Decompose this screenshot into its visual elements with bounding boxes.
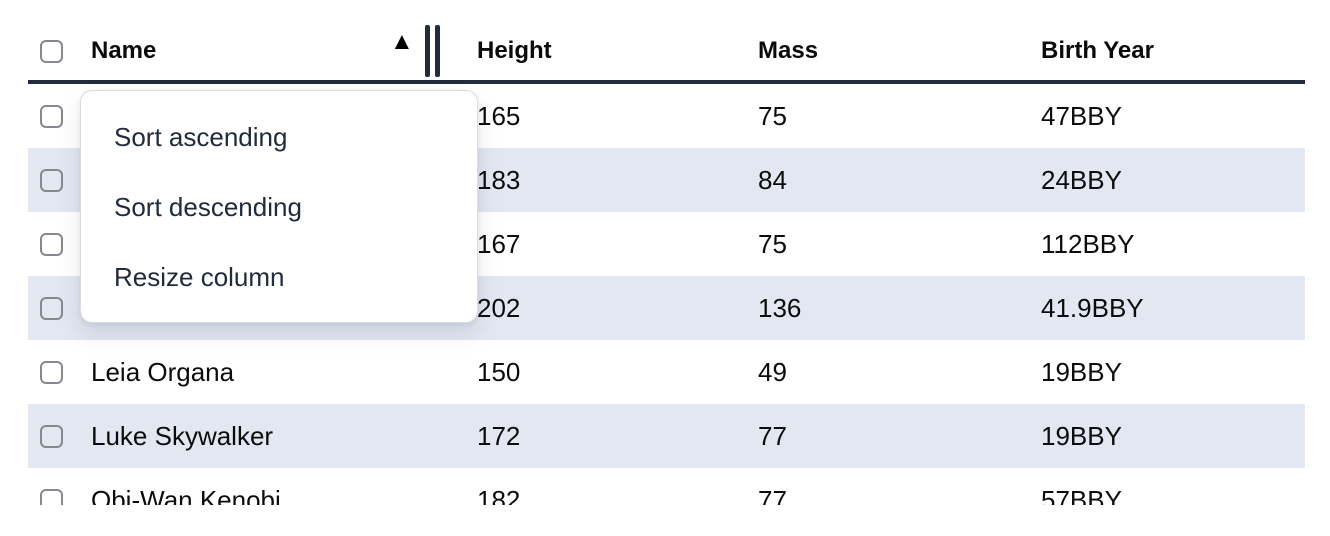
- row-checkbox[interactable]: [40, 168, 63, 192]
- column-header-name[interactable]: Name: [91, 37, 157, 64]
- table-header-row: Name Height Mass Birth Year ▲: [28, 0, 1305, 84]
- cell-height: 172: [477, 420, 521, 451]
- cell-mass: 75: [758, 228, 787, 259]
- menu-item-sort-descending[interactable]: Sort descending: [114, 191, 302, 222]
- cell-height: 182: [477, 484, 521, 506]
- menu-item-sort-ascending[interactable]: Sort ascending: [114, 121, 288, 152]
- cell-mass: 49: [758, 356, 787, 387]
- table-row: Obi-Wan Kenobi 182 77 57BBY: [28, 468, 1305, 505]
- header-select-cell: [28, 39, 79, 63]
- cell-height: 165: [477, 100, 521, 131]
- cell-name: Leia Organa: [91, 356, 235, 387]
- cell-birth-year: 47BBY: [1041, 100, 1122, 131]
- cell-mass: 75: [758, 100, 787, 131]
- table-row: Luke Skywalker 172 77 19BBY: [28, 404, 1305, 468]
- select-all-checkbox[interactable]: [40, 39, 63, 63]
- menu-item-resize-column[interactable]: Resize column: [114, 261, 285, 292]
- cell-height: 183: [477, 164, 521, 195]
- cell-birth-year: 24BBY: [1041, 164, 1122, 195]
- sort-ascending-icon: ▲: [390, 28, 414, 55]
- cell-height: 167: [477, 228, 521, 259]
- resize-bar-icon: [435, 25, 440, 77]
- cell-birth-year: 112BBY: [1041, 228, 1135, 259]
- row-checkbox[interactable]: [40, 360, 63, 384]
- cell-height: 150: [477, 356, 521, 387]
- column-header-mass[interactable]: Mass: [758, 37, 819, 64]
- cell-birth-year: 41.9BBY: [1041, 292, 1144, 323]
- row-checkbox[interactable]: [40, 488, 63, 505]
- column-header-birth-year[interactable]: Birth Year: [1041, 37, 1154, 64]
- row-checkbox[interactable]: [40, 104, 63, 128]
- cell-name: Luke Skywalker: [91, 420, 274, 451]
- table-row: 167 75 112BBY: [28, 212, 1305, 276]
- cell-birth-year: 57BBY: [1041, 484, 1122, 506]
- table-row: 165 75 47BBY: [28, 84, 1305, 148]
- cell-birth-year: 19BBY: [1041, 356, 1122, 387]
- cell-mass: 136: [758, 292, 802, 323]
- cell-birth-year: 19BBY: [1041, 420, 1122, 451]
- column-header-height[interactable]: Height: [477, 37, 552, 64]
- row-checkbox[interactable]: [40, 232, 63, 256]
- row-checkbox[interactable]: [40, 424, 63, 448]
- cell-name: Obi-Wan Kenobi: [91, 484, 281, 506]
- cell-mass: 77: [758, 420, 787, 451]
- column-resize-handle[interactable]: [425, 25, 440, 77]
- cell-mass: 84: [758, 164, 787, 195]
- cell-mass: 77: [758, 484, 787, 506]
- row-checkbox[interactable]: [40, 296, 63, 320]
- table-row: Leia Organa 150 49 19BBY: [28, 340, 1305, 404]
- column-context-menu: Sort ascending Sort descending Resize co…: [80, 90, 478, 323]
- resize-bar-icon: [425, 25, 430, 77]
- cell-height: 202: [477, 292, 521, 323]
